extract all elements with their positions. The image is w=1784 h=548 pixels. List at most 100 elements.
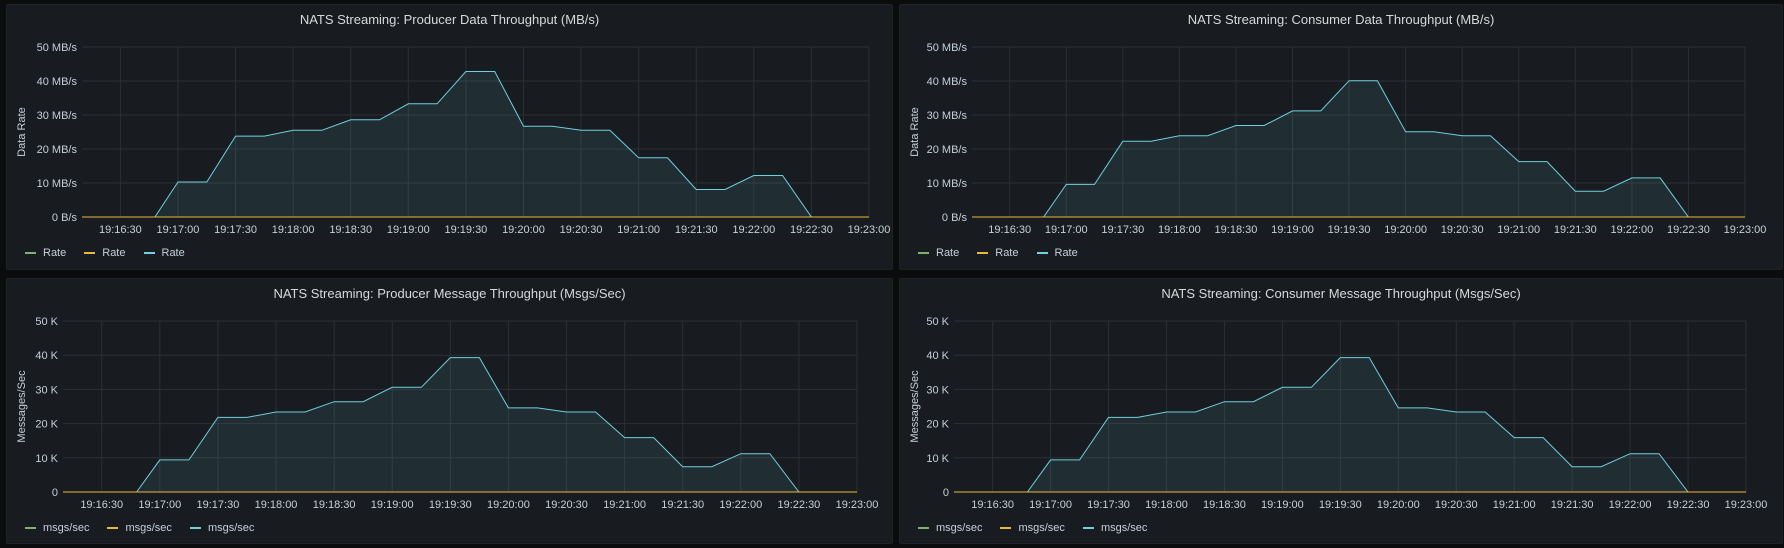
y-tick-label: 50 MB/s [37,42,78,54]
legend-item[interactable]: Rate [143,247,185,259]
legend: msgs/sec msgs/sec msgs/sec [918,522,1147,534]
x-tick-label: 19:22:00 [732,224,775,236]
chart-svg: 0 B/s 10 MB/s 20 MB/s 30 MB/s 40 MB/s 50 MB/s… [909,42,1766,236]
legend-item[interactable]: msgs/sec [1082,522,1148,534]
y-axis-label: Messages/Sec [16,370,28,443]
legend-label: Rate [43,247,67,259]
legend-label: msgs/sec [1100,522,1148,534]
panel-title[interactable]: NATS Streaming: Consumer Message Through… [1161,286,1521,301]
x-tick-label: 19:17:30 [197,499,240,511]
y-tick-label: 0 [943,487,949,499]
legend-item[interactable]: Rate [25,247,66,259]
x-tick-label: 19:20:00 [1377,499,1420,511]
y-tick-label: 10 K [926,453,949,465]
legend-swatch [143,252,155,254]
x-tick-label: 19:22:30 [1667,224,1710,236]
legend-item[interactable]: msgs/sec [918,522,982,534]
x-tick-label: 19:19:30 [1319,499,1362,511]
y-tick-label: 50 K [926,316,949,328]
x-tick-label: 19:19:30 [444,224,487,236]
x-tick-label: 19:18:30 [1203,499,1246,511]
x-tick-label: 19:17:30 [1087,499,1130,511]
x-tick-label: 19:21:30 [675,224,718,236]
legend-item[interactable]: msgs/sec [1000,522,1065,534]
x-tick-label: 19:17:00 [138,499,181,511]
legend-item[interactable]: Rate [918,247,959,259]
series-area-fill [82,71,869,217]
panel-producer-message-throughput[interactable]: NATS Streaming: Producer Message Through… [6,278,893,544]
y-tick-label: 30 K [35,384,58,396]
x-tick-label: 19:18:00 [1158,224,1201,236]
x-tick-label: 19:17:00 [1045,224,1088,236]
x-tick-label: 19:20:30 [545,499,588,511]
x-tick-label: 19:22:30 [777,499,820,511]
panel-consumer-data-throughput[interactable]: NATS Streaming: Consumer Data Throughput… [899,4,1783,270]
legend-swatch [25,252,36,254]
x-tick-label: 19:20:30 [1435,499,1478,511]
y-tick-label: 40 K [35,350,58,362]
legend-item[interactable]: Rate [1036,247,1078,259]
y-tick-label: 20 K [926,419,949,431]
x-tick-label: 19:23:00 [1725,499,1768,511]
y-tick-label: 20 K [35,419,58,431]
x-tick-label: 19:22:00 [719,499,762,511]
x-tick-label: 19:21:30 [1554,224,1597,236]
legend-item[interactable]: msgs/sec [107,522,172,534]
legend-item[interactable]: msgs/sec [189,522,255,534]
panel-producer-data-throughput[interactable]: NATS Streaming: Producer Data Throughput… [6,4,893,270]
y-tick-label: 20 MB/s [927,144,968,156]
x-tick-label: 19:16:30 [988,224,1031,236]
x-tick-label: 19:20:30 [560,224,603,236]
x-tick-label: 19:21:30 [661,499,704,511]
x-tick-label: 19:18:00 [272,224,315,236]
series-line [82,71,869,218]
x-tick-label: 19:21:00 [1497,224,1540,236]
legend-label: msgs/sec [207,522,255,534]
x-tick-label: 19:22:00 [1610,224,1653,236]
legend-label: msgs/sec [936,522,983,534]
legend-swatch [107,527,119,529]
x-tick-label: 19:19:00 [371,499,414,511]
x-tick-label: 19:23:00 [836,499,879,511]
y-tick-label: 40 MB/s [37,76,78,88]
x-tick-label: 19:22:30 [790,224,833,236]
panel-title[interactable]: NATS Streaming: Consumer Data Throughput… [1187,12,1495,27]
x-tick-label: 19:22:30 [1667,499,1710,511]
legend-swatch [189,527,201,529]
series-line [972,80,1745,218]
legend: Rate Rate Rate [918,247,1078,259]
x-tick-label: 19:20:00 [487,499,530,511]
x-tick-label: 19:17:30 [1101,224,1144,236]
x-tick-label: 19:19:00 [387,224,430,236]
legend-item[interactable]: Rate [84,247,126,259]
x-tick-label: 19:18:00 [1145,499,1188,511]
panel-title[interactable]: NATS Streaming: Producer Message Through… [273,286,626,301]
legend-label: msgs/sec [1018,522,1065,534]
x-tick-label: 19:20:00 [502,224,545,236]
legend-item[interactable]: Rate [977,247,1019,259]
chart-svg: 0 10 K 20 K 30 K 40 K 50 K 19:16:30 19:17:00 19:… [16,316,879,511]
y-tick-label: 10 K [35,453,58,465]
x-tick-label: 19:17:00 [157,224,200,236]
x-tick-label: 19:21:30 [1551,499,1594,511]
x-tick-label: 19:19:00 [1261,499,1304,511]
x-tick-label: 19:21:00 [1493,499,1536,511]
legend-item[interactable]: msgs/sec [25,522,89,534]
y-tick-label: 50 MB/s [927,42,968,54]
x-tick-label: 19:18:30 [313,499,356,511]
series-line [954,357,1746,493]
y-tick-label: 30 MB/s [927,110,968,122]
y-tick-label: 0 B/s [942,212,968,224]
y-axis-label: Messages/Sec [909,370,921,443]
panel-title[interactable]: NATS Streaming: Producer Data Throughput… [299,12,600,27]
x-tick-label: 19:18:30 [329,224,372,236]
legend-label: Rate [161,247,185,259]
legend-swatch [84,252,96,254]
legend-label: Rate [102,247,126,259]
chart-svg: 0 B/s 10 MB/s 20 MB/s 30 MB/s 40 MB/s 50 MB/s… [16,42,890,236]
x-tick-label: 19:22:00 [1609,499,1652,511]
legend-label: Rate [936,247,960,259]
panel-consumer-message-throughput[interactable]: NATS Streaming: Consumer Message Through… [899,278,1783,544]
series-area-fill [63,357,857,492]
x-tick-label: 19:21:00 [617,224,660,236]
